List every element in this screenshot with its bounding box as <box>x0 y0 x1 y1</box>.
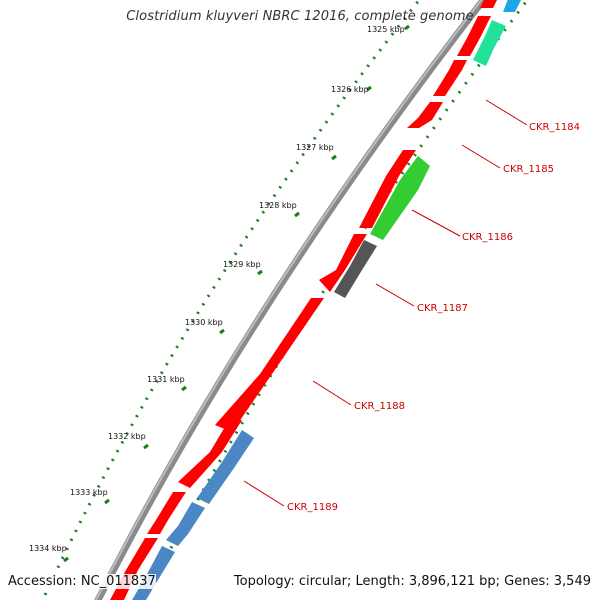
ruler-label: 1333 kbp <box>70 488 108 497</box>
cds-track <box>110 0 500 600</box>
cds-feature[interactable] <box>480 0 500 8</box>
ruler-label: 1329 kbp <box>223 260 261 269</box>
gene-callout[interactable]: CKR_1186 <box>411 209 513 243</box>
gene-callouts: CKR_1184 CKR_1185 CKR_1186 CKR_1187 CKR_… <box>243 99 580 513</box>
ruler-label: 1327 kbp <box>296 143 334 152</box>
ruler-label: 1330 kbp <box>185 318 223 327</box>
cds-feature[interactable] <box>457 16 491 56</box>
ruler-label: 1326 kbp <box>331 85 369 94</box>
gene-label[interactable]: CKR_1189 <box>287 502 338 513</box>
ruler-tick <box>181 385 187 392</box>
ruler-tick <box>294 211 300 218</box>
gene-label[interactable]: CKR_1187 <box>417 303 468 314</box>
gene-callout[interactable]: CKR_1187 <box>375 283 468 314</box>
gene-callout[interactable]: CKR_1184 <box>485 99 580 133</box>
gene-label[interactable]: CKR_1188 <box>354 401 405 412</box>
ruler-label: 1328 kbp <box>259 201 297 210</box>
ruler-ticks <box>63 24 410 563</box>
cds-feature[interactable] <box>215 298 324 432</box>
ruler-tick <box>219 328 225 335</box>
gene-callout[interactable]: CKR_1188 <box>312 380 405 412</box>
page-title: Clostridium kluyveri NBRC 12016, complet… <box>126 9 474 24</box>
genome-summary-text: Topology: circular; Length: 3,896,121 bp… <box>233 574 591 589</box>
ruler-label: 1331 kbp <box>147 375 185 384</box>
ruler-tick <box>331 154 337 161</box>
ruler-labels: 1325 kbp 1326 kbp 1327 kbp 1328 kbp 1329 kbp… <box>29 25 405 553</box>
blue-feature[interactable] <box>197 430 254 504</box>
cds-feature[interactable] <box>319 234 367 292</box>
blue-feature[interactable] <box>166 502 205 546</box>
ruler-tick <box>143 443 149 450</box>
accession-text: Accession: NC_011837 <box>8 574 156 589</box>
gene-label[interactable]: CKR_1186 <box>462 232 513 243</box>
ruler-label: 1332 kbp <box>108 432 146 441</box>
ruler-label: 1334 kbp <box>29 544 67 553</box>
genome-backbone <box>94 0 488 600</box>
ruler-tick <box>63 556 69 563</box>
ruler-label: 1325 kbp <box>367 25 405 34</box>
cds-feature[interactable] <box>147 492 186 534</box>
cyan-feature[interactable] <box>503 0 524 12</box>
ruler-tick <box>104 498 110 505</box>
genome-backbone-highlight <box>94 0 483 600</box>
cds-feature[interactable] <box>178 420 242 488</box>
ruler-tick <box>404 24 410 31</box>
gray-feature[interactable] <box>334 240 377 298</box>
ruler-tick <box>257 269 263 276</box>
green-feature[interactable] <box>370 156 430 240</box>
gene-label[interactable]: CKR_1184 <box>529 122 580 133</box>
teal-feature[interactable] <box>473 20 506 66</box>
ruler-tick <box>366 85 372 92</box>
cds-feature[interactable] <box>433 60 467 96</box>
cds-feature[interactable] <box>407 102 443 128</box>
gene-callout[interactable]: CKR_1189 <box>243 480 338 513</box>
gene-label[interactable]: CKR_1185 <box>503 164 554 175</box>
gene-callout[interactable]: CKR_1185 <box>461 144 554 175</box>
cds-feature[interactable] <box>359 150 416 228</box>
